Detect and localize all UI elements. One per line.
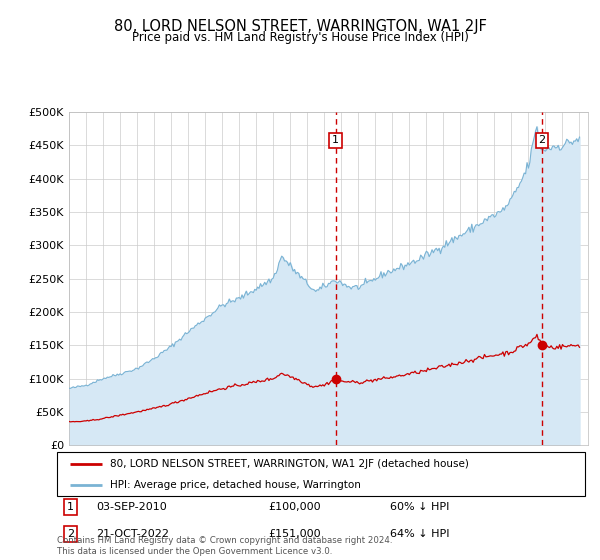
Text: 03-SEP-2010: 03-SEP-2010 [97, 502, 167, 512]
Text: 2: 2 [67, 529, 74, 539]
Text: Price paid vs. HM Land Registry's House Price Index (HPI): Price paid vs. HM Land Registry's House … [131, 31, 469, 44]
Text: 64% ↓ HPI: 64% ↓ HPI [389, 529, 449, 539]
Text: £100,000: £100,000 [268, 502, 321, 512]
Text: 2: 2 [538, 136, 545, 146]
Text: 1: 1 [332, 136, 339, 146]
Text: 21-OCT-2022: 21-OCT-2022 [97, 529, 170, 539]
Text: 80, LORD NELSON STREET, WARRINGTON, WA1 2JF: 80, LORD NELSON STREET, WARRINGTON, WA1 … [113, 19, 487, 34]
Text: 80, LORD NELSON STREET, WARRINGTON, WA1 2JF (detached house): 80, LORD NELSON STREET, WARRINGTON, WA1 … [110, 459, 469, 469]
Text: £151,000: £151,000 [268, 529, 321, 539]
Text: 1: 1 [67, 502, 74, 512]
FancyBboxPatch shape [57, 452, 585, 496]
Text: HPI: Average price, detached house, Warrington: HPI: Average price, detached house, Warr… [110, 480, 361, 489]
Text: Contains HM Land Registry data © Crown copyright and database right 2024.
This d: Contains HM Land Registry data © Crown c… [57, 536, 392, 556]
Text: 60% ↓ HPI: 60% ↓ HPI [389, 502, 449, 512]
